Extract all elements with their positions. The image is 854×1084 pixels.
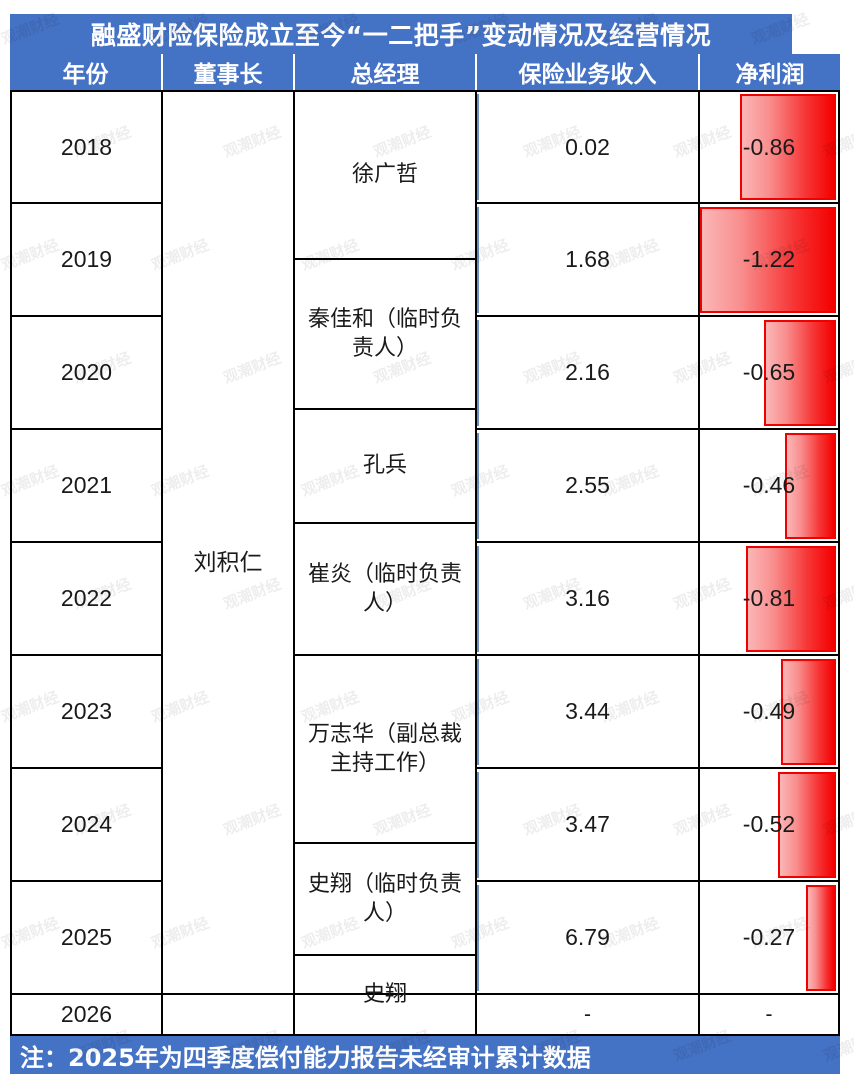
grid-hline-data [475, 654, 838, 656]
profit-value: -0.86 [742, 133, 796, 160]
revenue-bar-2023 [477, 659, 585, 765]
column-header-revenue: 保险业务收入 [477, 54, 700, 90]
grid-hline [10, 767, 161, 769]
grid-hline-data [475, 541, 838, 543]
profit-value: -0.46 [742, 472, 796, 498]
profit-value: -0.81 [742, 585, 796, 611]
column-header-year: 年份 [10, 54, 163, 90]
table-row: 2022 [60, 585, 113, 611]
grid-vline [293, 90, 295, 1036]
grid-hline-data [475, 428, 838, 430]
gm-cell: 崔炎（临时负责人） [307, 561, 462, 616]
revenue-value: 1.68 [565, 246, 610, 272]
table-row: 2021 [60, 472, 113, 498]
profit-bar-2022 [700, 546, 836, 652]
grid-hline [10, 880, 161, 882]
gm-cell: 徐广哲 [351, 162, 418, 188]
revenue-value: 3.47 [565, 811, 610, 837]
revenue-value: 2.16 [565, 359, 610, 385]
grid-hline-gm [293, 258, 475, 260]
grid-vline [475, 90, 477, 1036]
table-row: 2019 [60, 246, 113, 272]
grid-vline [838, 90, 840, 1036]
revenue-bar-2020 [477, 320, 545, 426]
grid-hline-data [475, 767, 838, 769]
profit-bar-2019 [700, 207, 836, 313]
profit-bar-2021 [700, 433, 836, 539]
grid-hline [10, 1034, 838, 1036]
gm-cell: 万志华（副总裁主持工作） [307, 721, 462, 776]
profit-value: -0.65 [742, 359, 796, 385]
grid-hline [10, 541, 161, 543]
revenue-bar-2022 [477, 546, 576, 652]
table-header-row: 年份 董事长 总经理 保险业务收入 净利润 [10, 54, 840, 90]
gm-cell: 秦佳和（临时负责人） [307, 306, 462, 361]
grid-vline [698, 90, 700, 1036]
revenue-value: 0.02 [565, 133, 610, 160]
chairman-cell: 刘积仁 [193, 549, 263, 576]
grid-hline [10, 202, 161, 204]
grid-vline [161, 90, 163, 1036]
profit-bar-2018 [700, 94, 836, 200]
table-body: 2018 2019 2020 2021 2022 2023 2024 2025 … [10, 90, 840, 1036]
profit-bar-2024 [700, 772, 836, 878]
profit-value: - [765, 1002, 773, 1026]
grid-hline [10, 428, 161, 430]
table-row: 2025 [60, 924, 113, 950]
column-header-profit: 净利润 [700, 54, 840, 90]
table-row: 2020 [60, 359, 113, 385]
grid-hline [10, 315, 161, 317]
table-row: 2026 [60, 1001, 113, 1027]
revenue-bar-2019 [477, 207, 530, 313]
revenue-bar-2025 [477, 885, 690, 991]
revenue-value: 3.16 [565, 585, 610, 611]
table-row: 2018 [60, 133, 113, 160]
revenue-value: 6.79 [565, 924, 610, 950]
revenue-value: 3.44 [565, 698, 610, 724]
column-header-chairman: 董事长 [163, 54, 295, 90]
grid-hline-data [475, 202, 838, 204]
grid-hline-gm [293, 522, 475, 524]
revenue-bar-2018 [477, 94, 479, 200]
grid-hline [10, 993, 838, 995]
profit-bar-2025 [700, 885, 836, 991]
gm-cell: 孔兵 [362, 453, 407, 479]
profit-value: -1.22 [742, 246, 796, 272]
column-header-gm: 总经理 [295, 54, 477, 90]
grid-hline [10, 90, 838, 92]
gm-cell: 史翔（临时负责人） [307, 871, 462, 926]
grid-hline-data [475, 315, 838, 317]
gm-cell: 史翔 [362, 982, 407, 1008]
profit-value: -0.27 [742, 924, 796, 950]
page-title: 融盛财险保险成立至今“一二把手”变动情况及经营情况 [10, 14, 792, 54]
revenue-bar-2024 [477, 772, 586, 878]
table-row: 2024 [60, 811, 113, 837]
grid-hline-gm [293, 408, 475, 410]
table-row: 2023 [60, 698, 113, 724]
revenue-bar-2021 [477, 433, 557, 539]
profit-value: -0.52 [742, 811, 796, 837]
revenue-value: - [584, 1002, 591, 1026]
grid-vline [10, 90, 12, 1036]
profit-bar-2020 [700, 320, 836, 426]
grid-hline-gm [293, 954, 475, 956]
revenue-value: 2.55 [565, 472, 610, 498]
grid-hline-gm [293, 842, 475, 844]
footnote: 注：2025年为四季度偿付能力报告未经审计累计数据 [10, 1036, 840, 1074]
grid-hline-gm [293, 654, 475, 656]
grid-hline-data [475, 880, 838, 882]
grid-hline [10, 654, 161, 656]
profit-value: -0.49 [742, 698, 796, 724]
profit-bar-2023 [700, 659, 836, 765]
